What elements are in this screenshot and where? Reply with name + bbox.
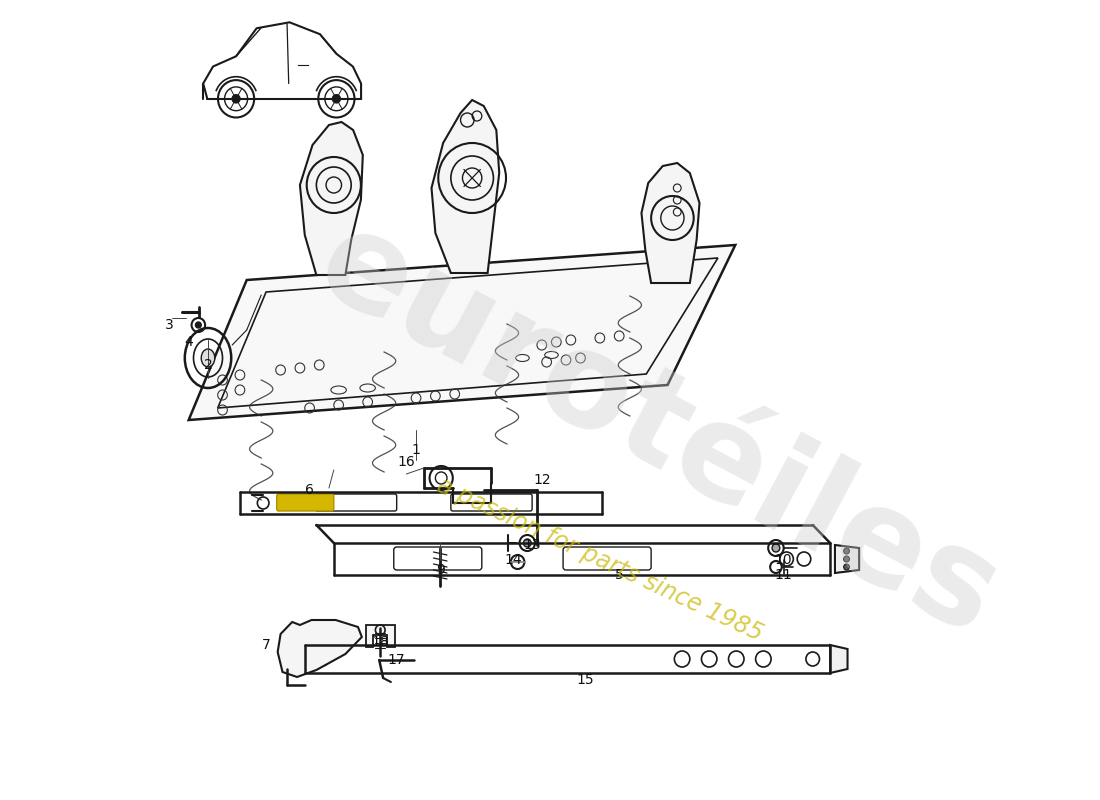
Text: 12: 12 <box>534 473 551 487</box>
FancyBboxPatch shape <box>277 494 333 511</box>
Text: eurotéiles: eurotéiles <box>297 198 1019 662</box>
Polygon shape <box>300 122 363 275</box>
Circle shape <box>844 556 849 562</box>
Text: 6: 6 <box>305 483 314 497</box>
Circle shape <box>332 94 341 103</box>
Polygon shape <box>835 545 859 573</box>
Polygon shape <box>277 620 362 677</box>
Text: 5: 5 <box>615 568 624 582</box>
Polygon shape <box>365 625 395 647</box>
Text: 14: 14 <box>504 553 521 567</box>
Circle shape <box>524 539 531 547</box>
Circle shape <box>844 548 849 554</box>
Text: 15: 15 <box>576 673 594 687</box>
Text: 17: 17 <box>388 653 406 667</box>
Text: 13: 13 <box>524 538 541 552</box>
Ellipse shape <box>201 349 214 367</box>
Text: 9: 9 <box>436 563 444 577</box>
Text: 18: 18 <box>372 635 389 649</box>
Polygon shape <box>431 100 499 273</box>
Text: a passion for parts since 1985: a passion for parts since 1985 <box>433 474 767 646</box>
Polygon shape <box>189 245 735 420</box>
Circle shape <box>844 564 849 570</box>
Text: 16: 16 <box>397 455 415 469</box>
Text: 3: 3 <box>165 318 174 332</box>
Polygon shape <box>287 645 305 673</box>
Text: 1: 1 <box>411 443 420 457</box>
Text: 7: 7 <box>262 638 271 652</box>
Text: 4: 4 <box>185 335 192 349</box>
Circle shape <box>196 322 201 328</box>
Circle shape <box>772 544 780 552</box>
Polygon shape <box>830 645 847 673</box>
Text: 2: 2 <box>204 358 212 372</box>
Circle shape <box>232 94 240 103</box>
Polygon shape <box>641 163 700 283</box>
Text: 11: 11 <box>774 568 793 582</box>
Text: 10: 10 <box>774 553 792 567</box>
